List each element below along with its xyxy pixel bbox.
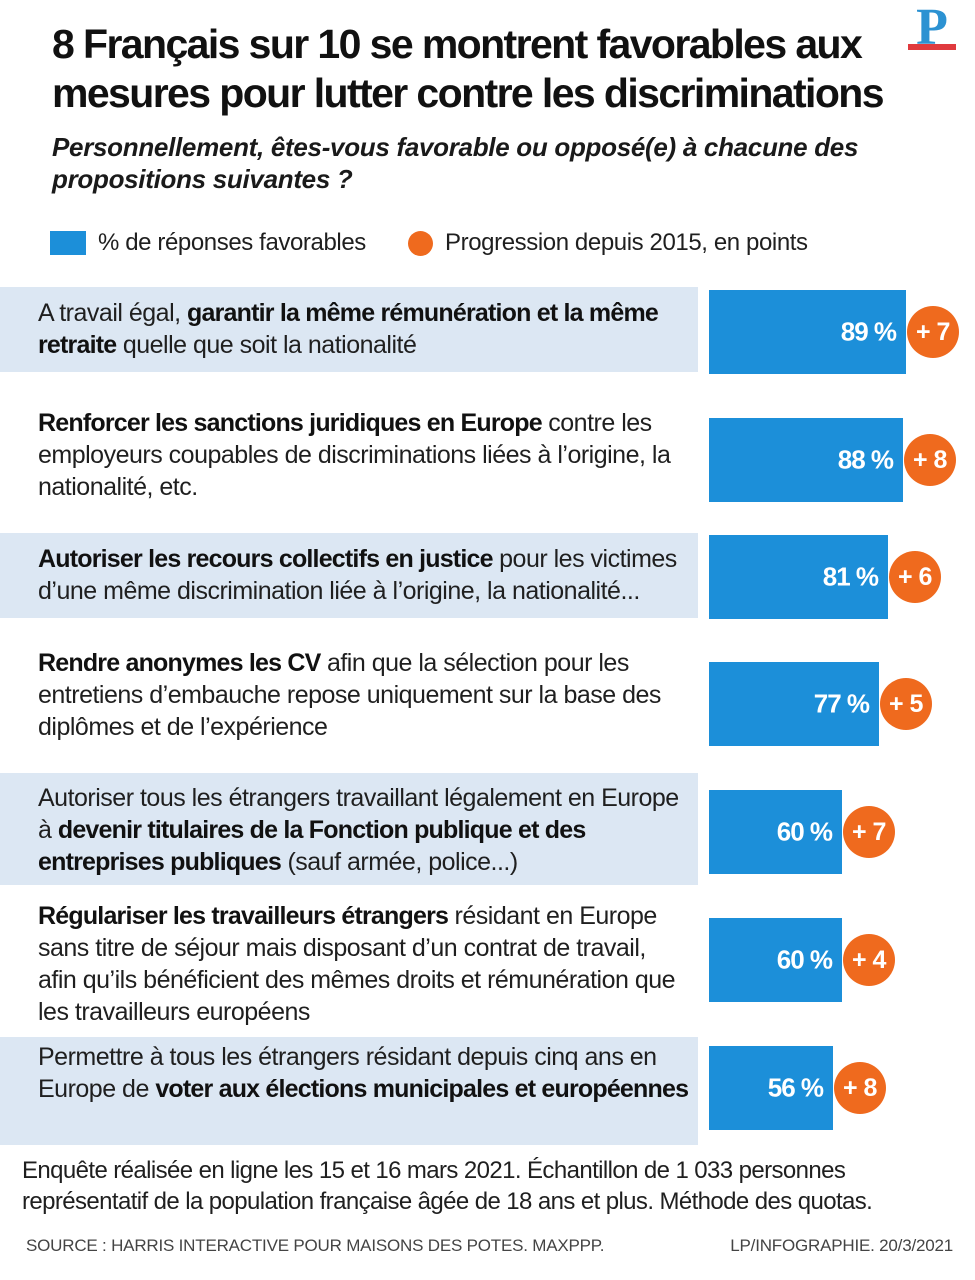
category-label: Autoriser les recours collectifs en just… — [38, 543, 690, 607]
progression-badge: + 7 — [907, 306, 959, 358]
category-label: A travail égal, garantir la même rémunér… — [38, 297, 690, 361]
legend: % de réponses favorables Progression dep… — [50, 226, 950, 260]
row-band — [0, 1037, 698, 1145]
logo-red-bar — [908, 44, 956, 50]
progression-badge: + 5 — [880, 678, 932, 730]
bar-value-label: 81 % — [822, 561, 879, 592]
category-label-bold: voter aux élections municipales et europ… — [155, 1075, 689, 1103]
legend-item-favorable: % de réponses favorables — [50, 226, 366, 260]
category-label-part: contre les employeurs coupables de discr… — [38, 409, 671, 501]
bar: 60 % — [709, 918, 842, 1002]
chart-subtitle: Personnellement, êtes-vous favorable ou … — [52, 132, 859, 194]
category-label: Autoriser tous les étrangers travaillant… — [38, 782, 690, 878]
category-label-part: Autoriser tous les étrangers travaillant… — [38, 784, 679, 844]
progression-badge: + 7 — [843, 806, 895, 858]
bar: 89 % — [709, 290, 906, 374]
credit-line: LP/INFOGRAPHIE. 20/3/2021 — [730, 1236, 953, 1255]
category-label-bold: garantir la même rémunération et la même… — [38, 299, 659, 359]
legend-label-progression: Progression depuis 2015, en points — [445, 229, 808, 256]
bar: 77 % — [709, 662, 879, 746]
bar-value-label: 60 % — [776, 816, 833, 847]
legend-dot-orange — [408, 230, 433, 256]
bar: 81 % — [709, 535, 888, 619]
chart-title: 8 Français sur 10 se montrent favorables… — [52, 21, 885, 116]
category-label: Permettre à tous les étrangers résidant … — [38, 1041, 690, 1105]
progression-badge: + 4 — [843, 934, 895, 986]
bar-value-label: 77 % — [813, 688, 870, 719]
bar-value-label: 56 % — [767, 1072, 824, 1103]
category-label: Renforcer les sanctions juridiques en Eu… — [38, 407, 690, 503]
category-label-bold: Renforcer les sanctions juridiques en Eu… — [38, 409, 543, 437]
le-parisien-logo: P — [908, 4, 956, 52]
category-label-part: A travail égal, — [38, 299, 188, 327]
legend-label-favorable: % de réponses favorables — [98, 229, 366, 256]
category-label-part: afin que la sélection pour les entretien… — [38, 649, 661, 741]
progression-badge: + 8 — [834, 1062, 886, 1114]
progression-badge: + 6 — [889, 551, 941, 603]
category-label-part: (sauf armée, police...) — [281, 848, 518, 876]
category-label-bold: Autoriser les recours collectifs en just… — [38, 545, 493, 573]
legend-item-progression: Progression depuis 2015, en points — [408, 226, 808, 260]
progression-badge: + 8 — [904, 434, 956, 486]
category-label-bold: devenir titulaires de la Fonction publiq… — [38, 816, 586, 876]
category-label: Régulariser les travailleurs étrangers r… — [38, 900, 690, 1028]
bar: 88 % — [709, 418, 903, 502]
row-band — [0, 287, 698, 372]
source-line: SOURCE : HARRIS INTERACTIVE POUR MAISONS… — [26, 1236, 605, 1255]
bar: 60 % — [709, 790, 842, 874]
row-band — [0, 773, 698, 885]
category-label-bold: Rendre anonymes les CV — [38, 649, 321, 677]
legend-swatch-blue — [50, 231, 86, 255]
methodology-note: Enquête réalisée en ligne les 15 et 16 m… — [22, 1157, 873, 1215]
category-label: Rendre anonymes les CV afin que la sélec… — [38, 647, 690, 743]
category-label-part: Permettre à tous les étrangers résidant … — [38, 1043, 657, 1103]
bar-value-label: 89 % — [840, 316, 897, 347]
category-label-part: pour les victimes d’une même discriminat… — [38, 545, 677, 605]
category-label-part: résidant en Europe sans titre de séjour … — [38, 902, 676, 1026]
row-band — [0, 533, 698, 618]
category-label-bold: Régulariser les travailleurs étrangers — [38, 902, 449, 930]
bar-value-label: 88 % — [837, 444, 894, 475]
bar: 56 % — [709, 1046, 833, 1130]
category-label-part: quelle que soit la nationalité — [116, 331, 417, 359]
bar-value-label: 60 % — [776, 944, 833, 975]
